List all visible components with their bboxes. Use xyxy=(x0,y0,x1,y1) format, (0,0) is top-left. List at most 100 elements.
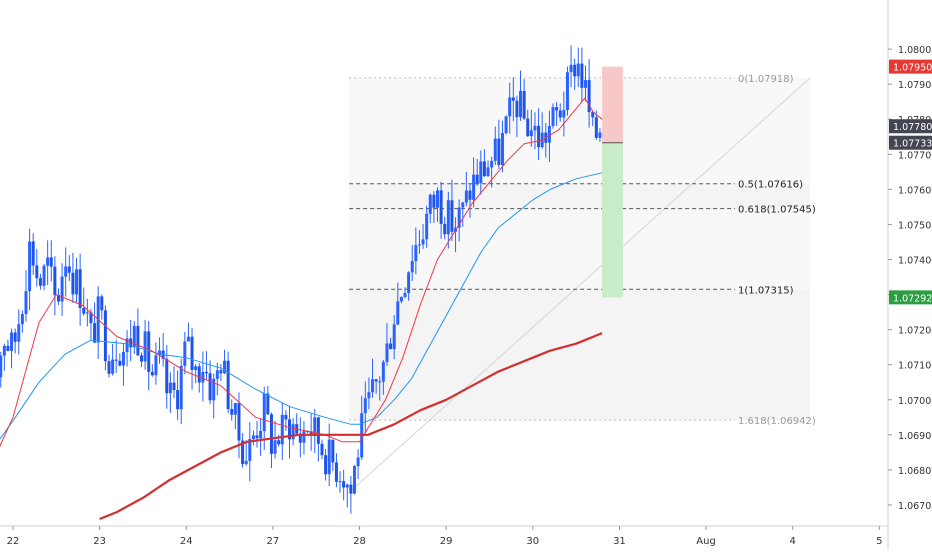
candle-body xyxy=(107,361,111,374)
candle xyxy=(111,344,115,376)
candle xyxy=(31,233,35,275)
x-tick-label: 29 xyxy=(440,536,453,547)
candle xyxy=(392,315,396,360)
candle xyxy=(428,193,432,224)
candle xyxy=(17,309,21,355)
candle-body xyxy=(0,355,3,378)
candle-body xyxy=(490,160,494,168)
candle-body xyxy=(100,296,104,311)
candle xyxy=(230,399,234,421)
y-tick-label: 1.07400 xyxy=(898,255,932,266)
candle-body xyxy=(529,130,533,137)
candle xyxy=(486,160,490,177)
candle-body xyxy=(537,125,541,148)
candle xyxy=(46,240,50,286)
stop-loss-zone xyxy=(602,66,623,143)
candle xyxy=(352,465,356,495)
candle-body xyxy=(436,190,440,208)
position-tool[interactable] xyxy=(602,66,623,298)
candle-body xyxy=(439,190,443,224)
candle xyxy=(594,110,598,140)
moving-averages xyxy=(0,97,607,521)
y-tick-label: 1.06800 xyxy=(898,466,932,477)
candle xyxy=(53,256,57,316)
candle xyxy=(13,328,17,354)
candle-body xyxy=(450,200,454,232)
y-tick-label: 1.07200 xyxy=(898,326,932,337)
candle-body xyxy=(410,261,414,273)
candle xyxy=(479,150,483,195)
candle-body xyxy=(309,431,313,436)
candle-body xyxy=(56,294,60,302)
candle-body xyxy=(172,382,176,391)
candle-body xyxy=(241,440,245,465)
candle-body xyxy=(551,107,555,127)
x-tick-label: 30 xyxy=(526,536,539,547)
candle-body xyxy=(443,223,447,235)
candle xyxy=(558,103,562,122)
candle xyxy=(93,302,97,344)
candle xyxy=(493,126,497,165)
candle xyxy=(302,421,306,455)
y-tick-label: 1.07700 xyxy=(898,150,932,161)
candle-body xyxy=(28,241,32,292)
candle xyxy=(461,201,465,227)
candle xyxy=(378,376,382,401)
candle-body xyxy=(584,80,588,88)
y-tick-label: 1.07600 xyxy=(898,185,932,196)
candle-body xyxy=(186,336,190,342)
candle xyxy=(320,439,324,460)
candle-body xyxy=(576,63,580,77)
candle xyxy=(562,91,566,137)
candle xyxy=(208,360,212,405)
y-tick-label: 1.07100 xyxy=(898,361,932,372)
candle xyxy=(56,288,60,305)
candle xyxy=(197,363,201,393)
candle-body xyxy=(504,116,508,134)
candle-body xyxy=(255,435,259,439)
candle xyxy=(204,351,208,381)
candle-body xyxy=(140,355,144,362)
candle-body xyxy=(89,312,93,324)
ema-fast-line xyxy=(0,97,607,448)
candle xyxy=(374,378,378,394)
candle-body xyxy=(472,174,476,200)
candle xyxy=(490,156,494,188)
candle xyxy=(389,337,393,350)
candle-body xyxy=(349,484,353,494)
candle-body xyxy=(248,439,252,461)
candle-body xyxy=(6,345,10,351)
candle xyxy=(150,364,154,377)
candle xyxy=(255,421,259,448)
candle xyxy=(497,119,501,169)
candle-body xyxy=(414,245,418,262)
candle xyxy=(356,449,360,480)
candle-body xyxy=(519,90,523,118)
candle-body xyxy=(179,365,183,410)
fibonacci-retracement[interactable]: 0(1.07918) 0.5(1.07616) 0.618(1.07545) 1(1.… xyxy=(349,74,816,492)
candle xyxy=(201,351,205,402)
candle xyxy=(28,228,32,311)
candle xyxy=(237,392,241,459)
candle-body xyxy=(407,272,411,294)
y-tick-label: 1.08000 xyxy=(898,45,932,56)
candle xyxy=(291,418,295,446)
candle-body xyxy=(432,194,436,208)
fib-zone xyxy=(349,183,811,209)
candle xyxy=(482,149,486,177)
candle xyxy=(0,351,3,388)
candle xyxy=(266,385,270,416)
x-tick-label: 31 xyxy=(613,536,626,547)
candle-body xyxy=(176,390,180,410)
candle xyxy=(371,358,375,398)
candle xyxy=(526,109,530,137)
candle xyxy=(67,255,71,281)
candle xyxy=(284,410,288,431)
candle-body xyxy=(219,370,223,374)
candle-body xyxy=(262,393,266,432)
candle-body xyxy=(277,440,281,445)
candle-body xyxy=(533,125,537,131)
candle-body xyxy=(129,338,133,348)
